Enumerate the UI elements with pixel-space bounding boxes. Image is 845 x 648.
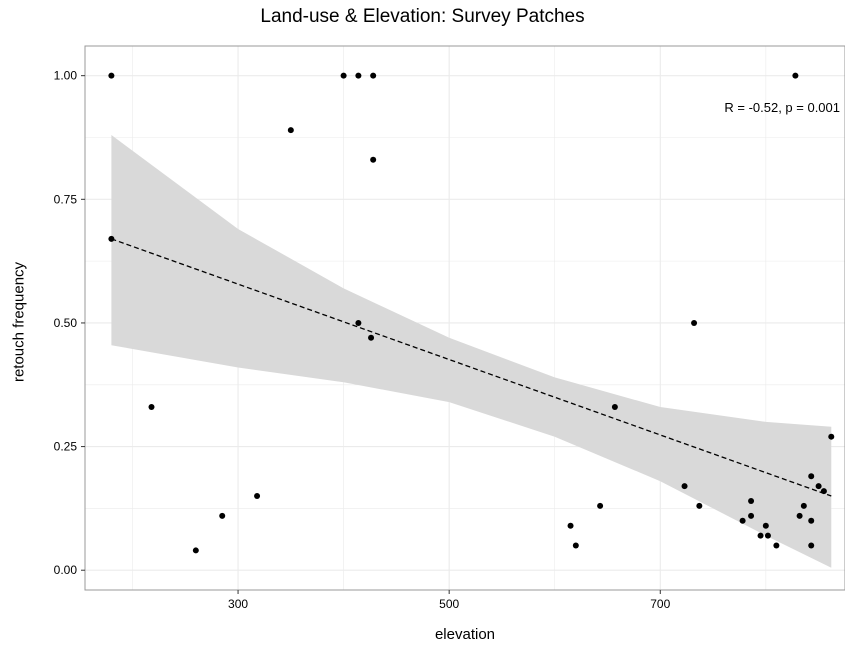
data-point xyxy=(611,404,618,411)
y-axis-label: retouch frequency xyxy=(10,261,28,383)
data-point xyxy=(815,483,822,490)
confidence-band xyxy=(111,135,832,568)
data-point xyxy=(757,532,764,539)
chart-title: Land-use & Elevation: Survey Patches xyxy=(260,6,585,27)
data-point xyxy=(340,72,347,79)
data-point xyxy=(792,72,799,79)
data-point xyxy=(748,512,755,519)
data-point xyxy=(691,319,698,326)
data-point xyxy=(355,319,362,326)
data-point xyxy=(800,502,807,509)
x-tick-label: 300 xyxy=(228,597,248,611)
data-point xyxy=(597,502,604,509)
x-tick-label: 700 xyxy=(650,597,670,611)
data-point xyxy=(148,404,155,411)
data-point xyxy=(764,532,771,539)
data-point xyxy=(219,512,226,519)
data-point xyxy=(370,72,377,79)
data-point xyxy=(828,433,835,440)
data-point xyxy=(820,488,827,495)
data-points xyxy=(108,72,835,554)
data-point xyxy=(681,483,688,490)
grid-lines xyxy=(85,46,845,590)
data-point xyxy=(808,517,815,524)
correlation-annotation: R = -0.52, p = 0.001 xyxy=(724,100,840,115)
y-tick-label: 0.75 xyxy=(54,192,78,206)
data-point xyxy=(254,493,261,500)
data-point xyxy=(370,156,377,163)
data-point xyxy=(773,542,780,549)
data-point xyxy=(762,522,769,529)
data-point xyxy=(287,127,294,134)
data-point xyxy=(108,72,115,79)
y-tick-label: 0.25 xyxy=(54,440,78,454)
panel-border xyxy=(84,45,845,591)
data-point xyxy=(808,473,815,480)
data-point xyxy=(192,547,199,554)
confidence-band-layer xyxy=(111,135,832,568)
axis-ticks: 0.00 0.25 0.50 0.75 1.00 300 500 700 xyxy=(54,69,671,611)
x-axis-label: elevation xyxy=(434,626,496,643)
data-point xyxy=(739,517,746,524)
data-point xyxy=(355,72,362,79)
data-point xyxy=(748,497,755,504)
data-point xyxy=(368,334,375,341)
data-point xyxy=(567,522,574,529)
data-point xyxy=(696,502,703,509)
data-point xyxy=(572,542,579,549)
y-tick-label: 1.00 xyxy=(54,69,78,83)
x-tick-label: 500 xyxy=(439,597,459,611)
data-point xyxy=(108,235,115,242)
y-tick-label: 0.00 xyxy=(54,563,78,577)
y-tick-label: 0.50 xyxy=(54,316,78,330)
data-point xyxy=(808,542,815,549)
data-point xyxy=(796,512,803,519)
